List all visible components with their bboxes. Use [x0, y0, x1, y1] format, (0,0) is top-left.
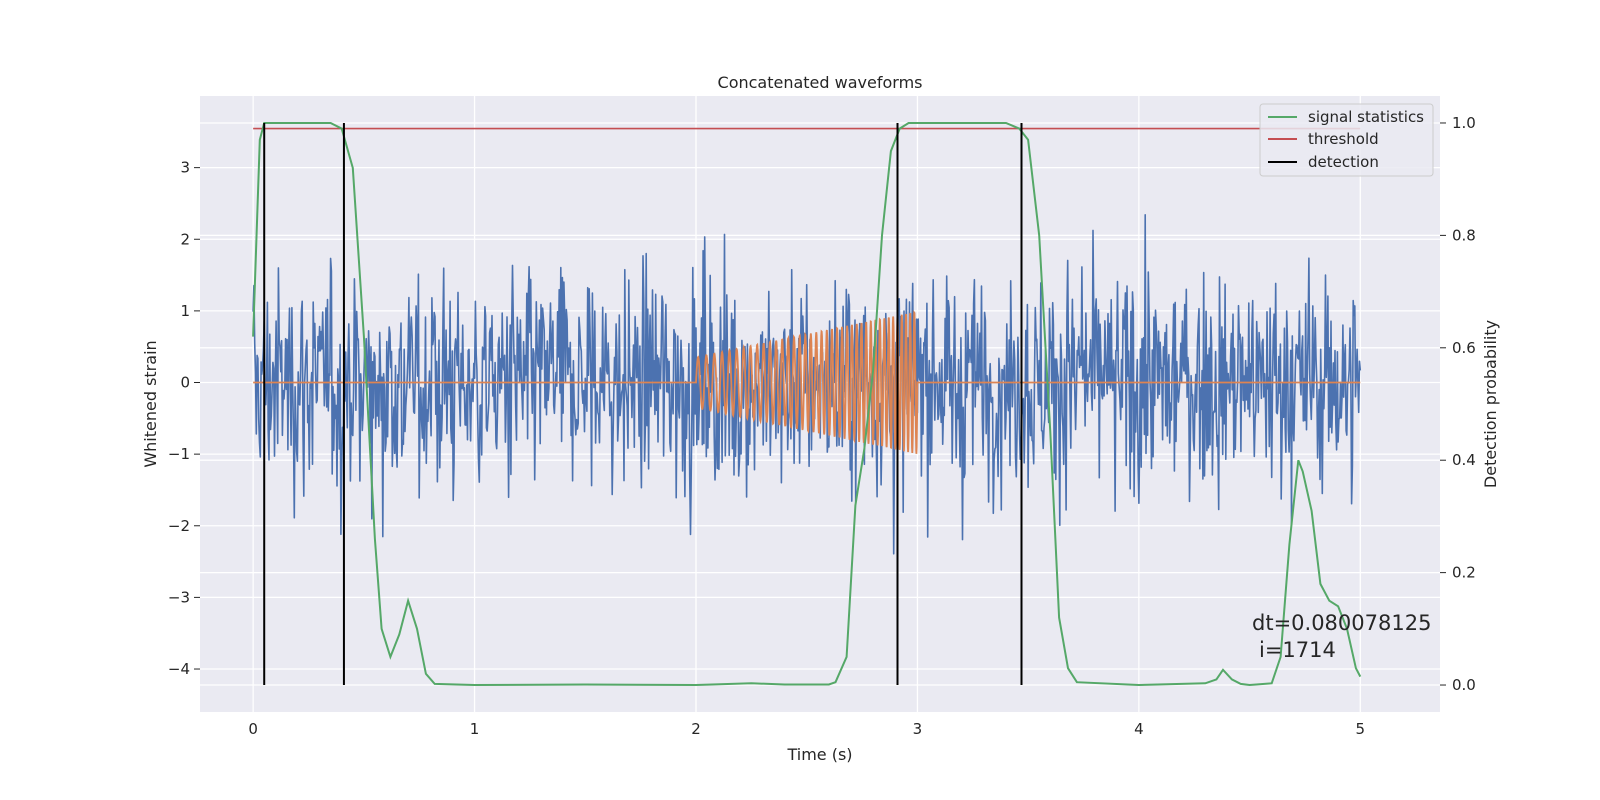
detection-lines	[263, 122, 1023, 686]
signal-statistics-line	[252, 122, 1362, 687]
y2-tick-label: 0.2	[1452, 564, 1476, 582]
y-tick-label: −2	[168, 517, 190, 535]
x-tick-label: 2	[691, 720, 701, 738]
y-tick-label: 0	[180, 374, 190, 392]
y2-tick-label: 0.0	[1452, 676, 1476, 694]
x-tick-label: 5	[1356, 720, 1366, 738]
y-tick-label: −4	[168, 660, 190, 678]
chart-title: Concatenated waveforms	[718, 73, 923, 92]
legend-label-threshold: threshold	[1308, 130, 1379, 148]
y-tick-label: −3	[168, 588, 190, 606]
x-tick-label: 1	[470, 720, 480, 738]
y2-tick-label: 0.8	[1452, 226, 1476, 244]
y2-axis-label: Detection probability	[1481, 320, 1500, 488]
y-tick-label: −1	[168, 445, 190, 463]
plot-series	[252, 122, 1362, 687]
x-tick-label: 4	[1134, 720, 1144, 738]
y-tick-label: 2	[180, 230, 190, 248]
legend-label-detection: detection	[1308, 153, 1379, 171]
y2-tick-label: 0.6	[1452, 339, 1476, 357]
strain-series-line	[252, 214, 1362, 555]
y2-tick-label: 0.4	[1452, 451, 1476, 469]
waveform-series-line	[253, 309, 1361, 454]
legend-label-signal-statistics: signal statistics	[1308, 108, 1424, 126]
x-tick-label: 3	[913, 720, 923, 738]
legend-box	[1259, 103, 1434, 177]
y-tick-label: 3	[180, 159, 190, 177]
annotation-i: i=1714	[1259, 638, 1336, 662]
y-tick-label: 1	[180, 302, 190, 320]
legend: signal statistics threshold detection	[1259, 103, 1434, 177]
annotation-dt: dt=0.080078125	[1252, 611, 1431, 635]
x-tick-label: 0	[248, 720, 258, 738]
y-axis-label: Whitened strain	[141, 340, 160, 467]
x-axis-label: Time (s)	[786, 745, 852, 764]
y-tick-labels: 3 2 1 0 −1 −2 −3 −4	[168, 159, 200, 678]
y2-tick-label: 1.0	[1452, 114, 1476, 132]
x-tick-labels: 0 1 2 3 4 5	[248, 720, 1365, 738]
y2-tick-labels: 1.0 0.8 0.6 0.4 0.2 0.0	[1440, 114, 1476, 694]
